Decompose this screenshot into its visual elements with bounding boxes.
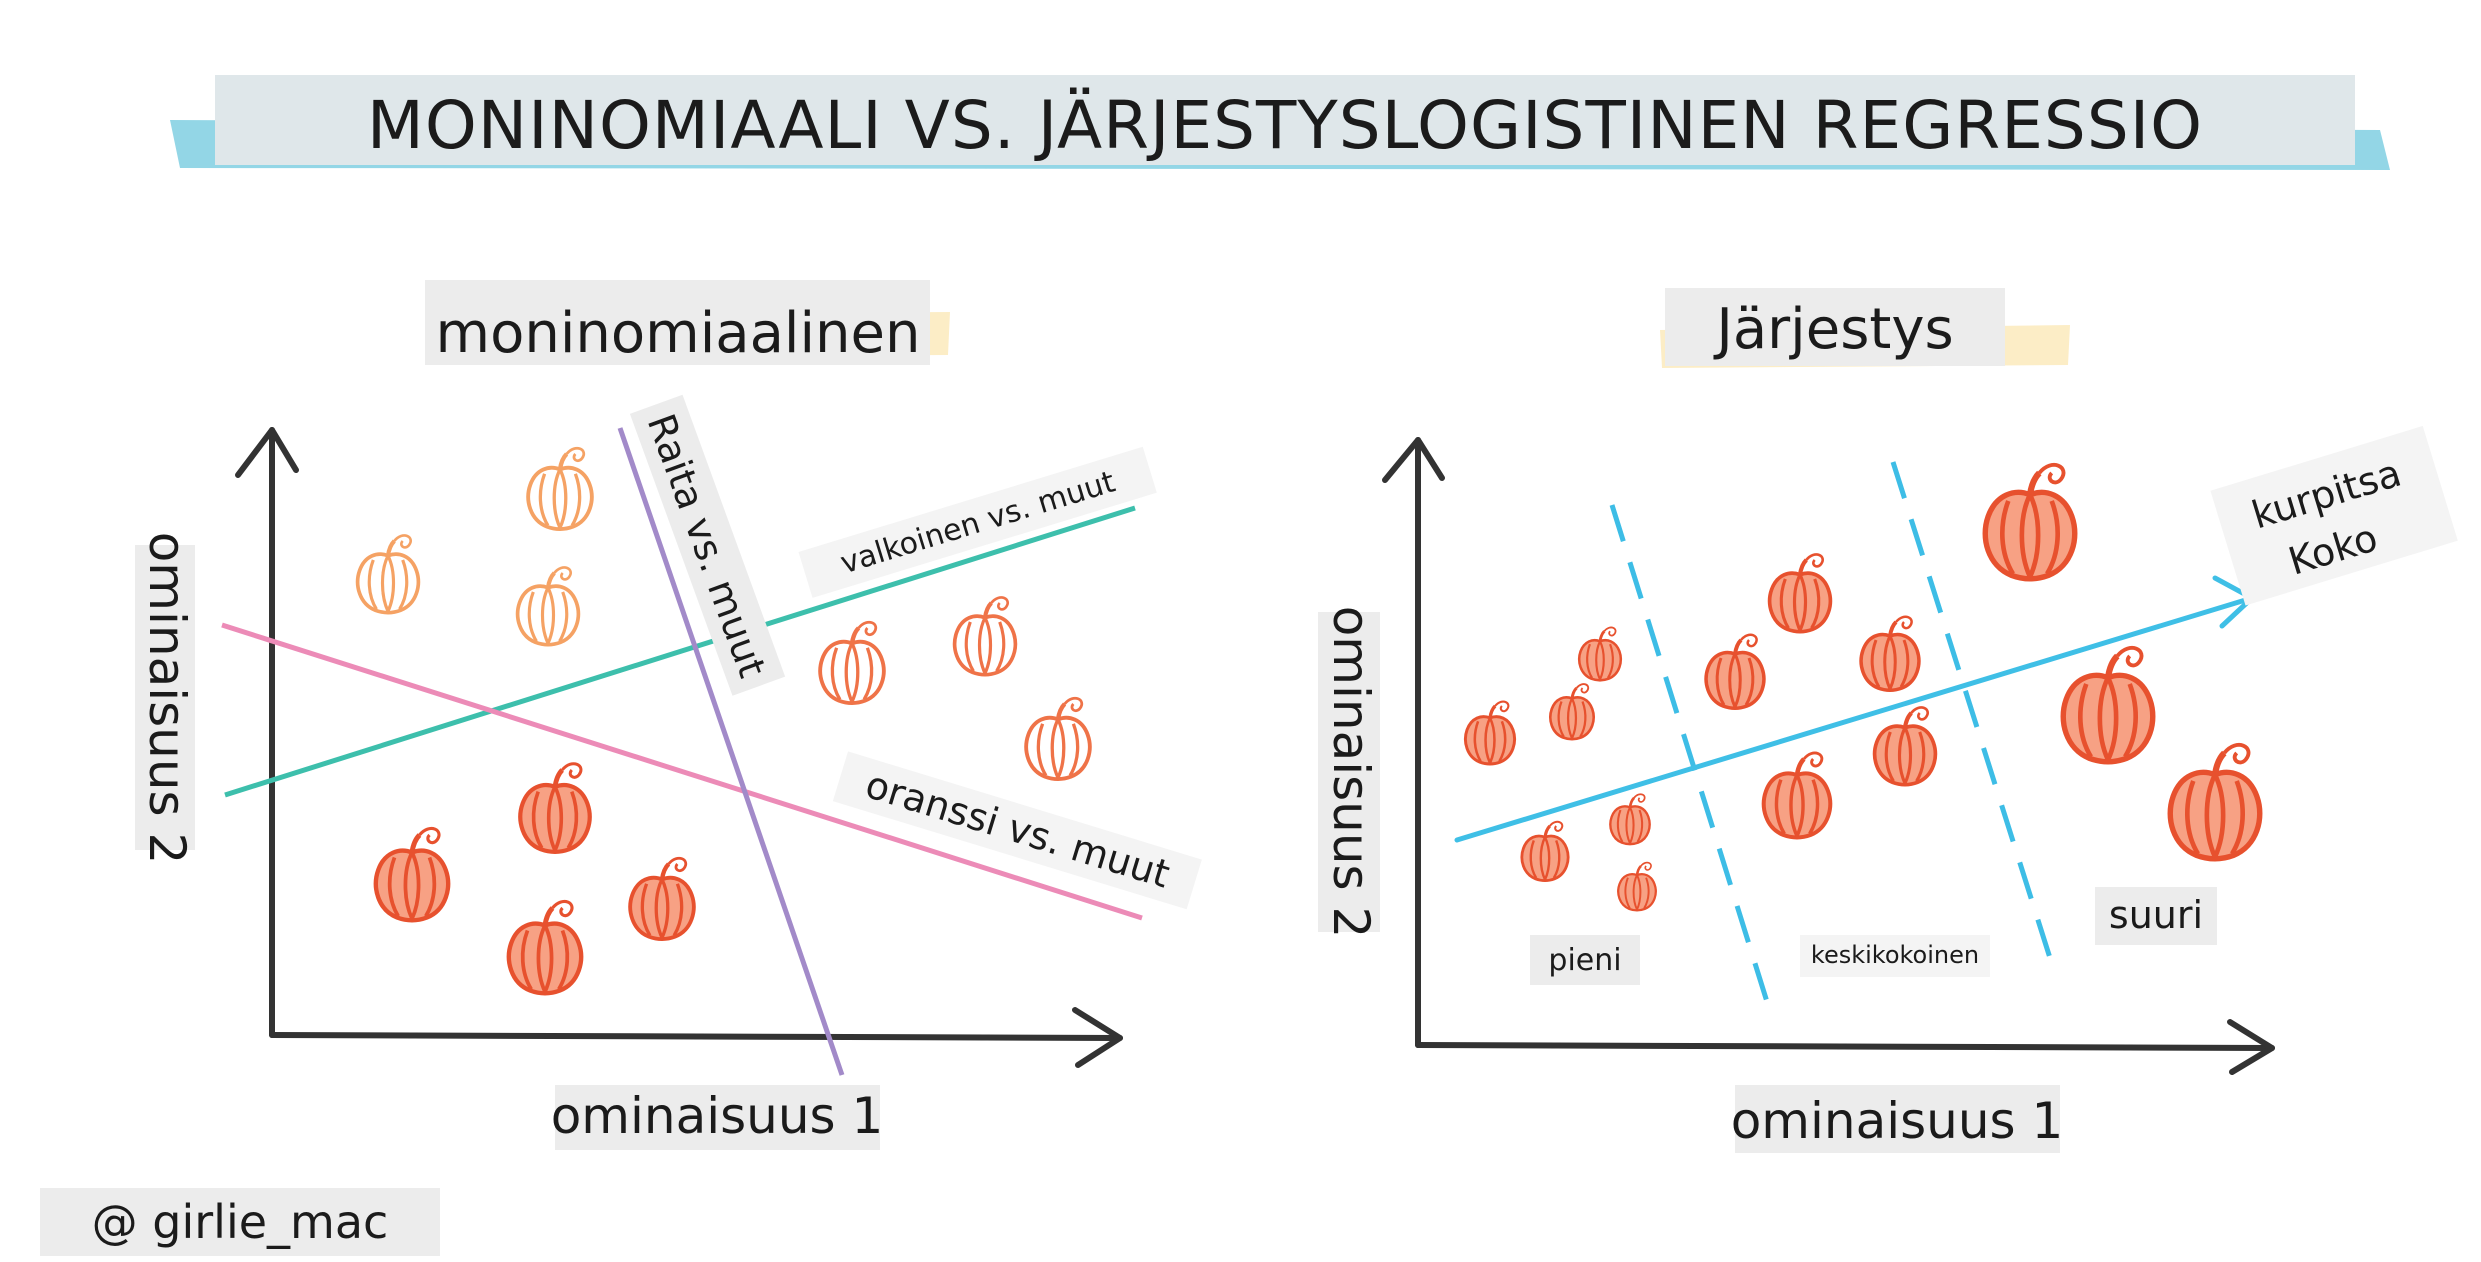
multinomial-panel: moninomiaalinen ominaisuus 2 ominaisuus … — [135, 280, 1202, 1150]
white-pumpkin-icon — [528, 448, 592, 529]
orange-pumpkin-icon — [1764, 753, 1830, 838]
pink-decision-line — [221, 622, 1143, 921]
title-bar — [215, 75, 2355, 165]
striped-pumpkin-icon — [955, 597, 1016, 674]
orange-pumpkin-icon — [1463, 699, 1517, 766]
left-y-arrowhead — [235, 427, 299, 478]
orange-pumpkin-icon — [520, 764, 589, 852]
orange-pumpkin-icon — [2063, 648, 2153, 762]
large-pumpkin-group — [1985, 465, 2260, 859]
credit-box — [40, 1188, 440, 1256]
orange-pumpkin-icon — [376, 828, 448, 920]
size-small-label: pieni — [1548, 943, 1621, 978]
small-medium-boundary — [1609, 504, 1771, 1006]
left-x-axis — [269, 1032, 1123, 1041]
arrow-label: kurpitsa Koko — [2210, 425, 2458, 606]
white-vs-rest-label: valkoinen vs. muut — [836, 464, 1119, 581]
striped-pumpkin-group — [820, 597, 1090, 779]
white-pumpkin-group — [358, 448, 592, 644]
teal-decision-line — [224, 505, 1136, 798]
size-large-label: suuri — [2109, 893, 2203, 937]
orange-pumpkin-icon — [1577, 625, 1623, 682]
medium-pumpkin-group — [1704, 554, 1936, 838]
medium-label-box — [1800, 935, 1990, 977]
left-x-label-box — [555, 1085, 880, 1150]
title-banner: MONINOMIAALI VS. JÄRJESTYSLOGISTINEN REG… — [170, 75, 2390, 170]
small-label-box — [1530, 935, 1640, 985]
left-y-axis-label: ominaisuus 2 — [138, 532, 196, 865]
left-axes — [235, 427, 1123, 1068]
orange-pumpkin-icon — [509, 901, 581, 993]
orange-pumpkin-icon — [1616, 861, 1658, 912]
credit-text: @ girlie_mac — [92, 1195, 389, 1249]
orange-pumpkin-icon — [1985, 465, 2075, 579]
credit-badge: @ girlie_mac — [40, 1188, 440, 1256]
right-x-arrowhead — [2227, 1019, 2275, 1075]
large-label-box — [2095, 887, 2217, 945]
striped-line-label: Raita vs. muut — [629, 394, 786, 696]
right-y-label-box — [1318, 612, 1380, 932]
orange-pumpkin-icon — [1704, 632, 1766, 711]
orange-line-label: oranssi vs. muut — [832, 751, 1202, 910]
page-title: MONINOMIAALI VS. JÄRJESTYSLOGISTINEN REG… — [367, 87, 2203, 164]
left-heading-box — [425, 280, 930, 365]
right-x-axis — [1415, 1042, 2275, 1051]
right-y-axis-label: ominaisuus 2 — [1322, 606, 1380, 939]
orange-pumpkin-icon — [2170, 745, 2260, 859]
orange-pumpkin-icon — [1875, 707, 1936, 784]
size-boundaries — [1609, 461, 2053, 1006]
small-pumpkin-group — [1463, 625, 1658, 912]
left-heading: moninomiaalinen — [436, 301, 921, 366]
orange-pumpkin-icon — [630, 858, 694, 939]
striped-pumpkin-icon — [820, 622, 884, 703]
medium-large-boundary — [1890, 461, 2053, 959]
right-y-arrowhead — [1382, 437, 1445, 483]
orange-pumpkin-icon — [1609, 792, 1651, 846]
orange-pumpkin-icon — [1859, 614, 1921, 693]
ordinal-panel: Järjestys ominaisuus 2 ominaisuus 1 kurp… — [1318, 288, 2458, 1153]
right-x-axis-label: ominaisuus 1 — [1731, 1092, 2064, 1150]
size-medium-label: keskikokoinen — [1811, 941, 1979, 969]
right-heading-box — [1665, 288, 2005, 366]
purple-decision-line — [617, 427, 845, 1076]
right-x-label-box — [1735, 1085, 2060, 1153]
white-pumpkin-icon — [518, 567, 579, 644]
orange-pumpkin-icon — [1770, 554, 1831, 631]
left-x-arrowhead — [1072, 1007, 1123, 1068]
right-axes — [1382, 437, 2275, 1075]
left-y-label-box — [135, 545, 195, 850]
right-heading: Järjestys — [1713, 297, 1953, 362]
orange-pumpkin-icon — [1548, 682, 1596, 741]
white-pumpkin-icon — [358, 535, 419, 612]
orange-pumpkin-group — [376, 764, 694, 994]
orange-pumpkin-icon — [1520, 820, 1570, 883]
size-arrow-line — [1454, 595, 2255, 843]
striped-pumpkin-icon — [1026, 698, 1090, 779]
left-x-axis-label: ominaisuus 1 — [551, 1087, 884, 1145]
white-line-label: valkoinen vs. muut — [798, 446, 1157, 598]
